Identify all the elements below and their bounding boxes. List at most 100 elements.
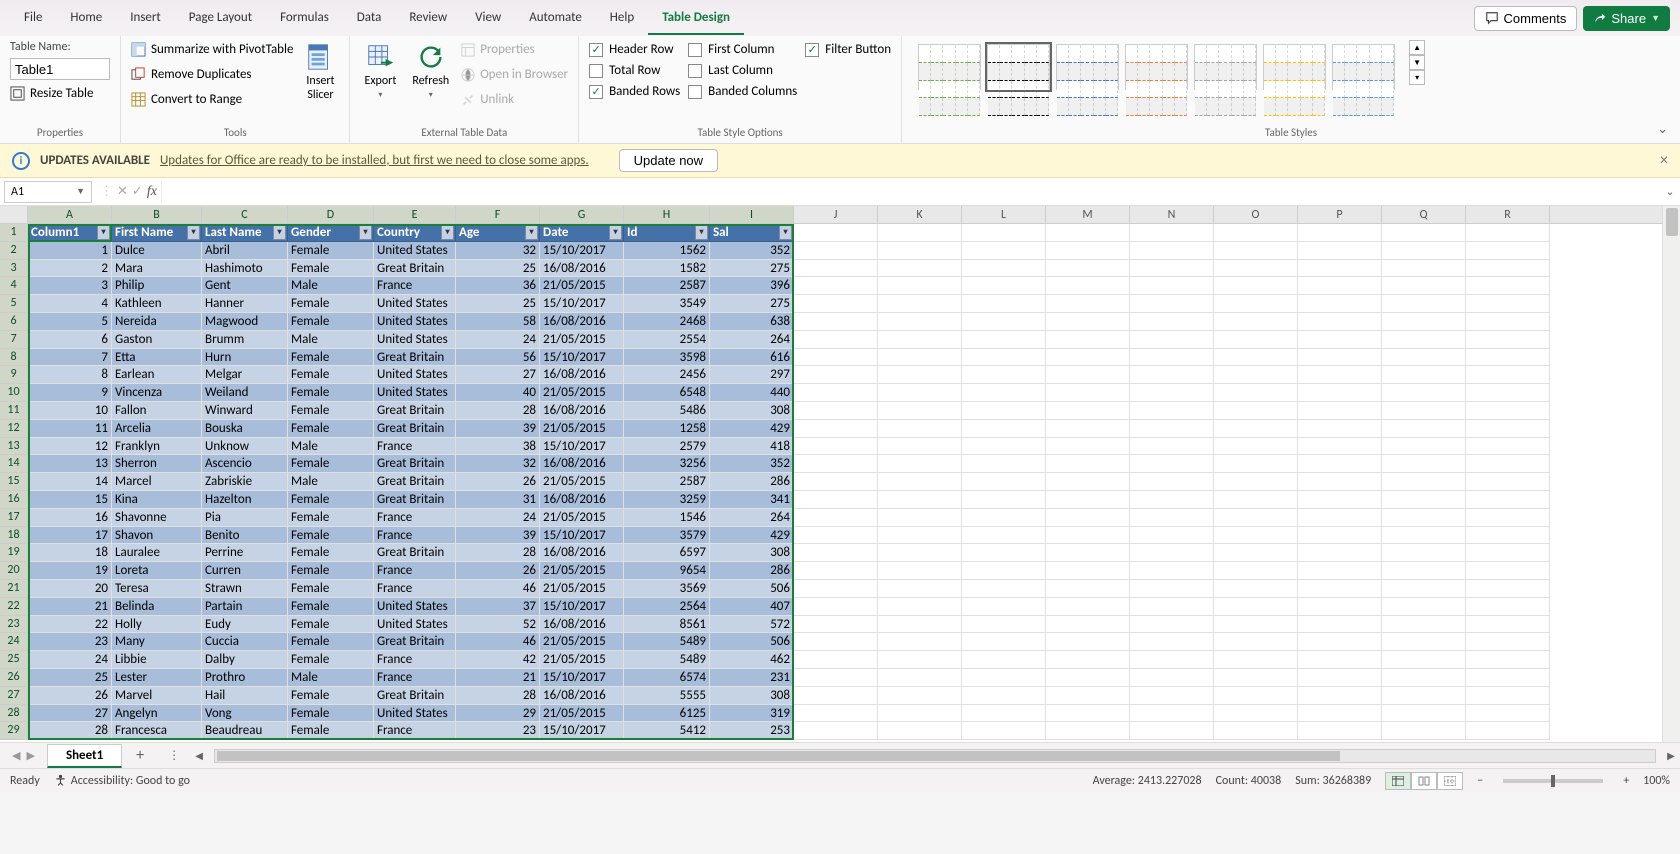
table-cell[interactable]: Female (288, 633, 374, 651)
view-page-break[interactable] (1437, 772, 1463, 790)
table-cell[interactable]: 429 (710, 527, 794, 545)
table-cell[interactable]: 25 (28, 669, 112, 687)
table-cell[interactable]: 24 (456, 331, 540, 349)
tab-formulas[interactable]: Formulas (266, 2, 343, 35)
table-cell[interactable]: Zabriskie (202, 473, 288, 491)
table-cell[interactable] (1046, 277, 1130, 295)
table-cell[interactable]: 16/08/2016 (540, 260, 624, 278)
table-cell[interactable] (1466, 527, 1550, 545)
table-header-cell[interactable]: Country▾ (374, 224, 456, 242)
table-cell[interactable] (962, 331, 1046, 349)
table-cell[interactable]: 3 (28, 277, 112, 295)
total-row-checkbox[interactable]: Total Row (589, 63, 680, 78)
table-cell[interactable] (962, 402, 1046, 420)
summarize-pivot-button[interactable]: Summarize with PivotTable (131, 40, 293, 59)
table-cell[interactable] (1466, 242, 1550, 260)
table-cell[interactable]: 21 (28, 598, 112, 616)
table-header-cell[interactable]: Column1▾ (28, 224, 112, 242)
row-header[interactable]: 7 (0, 331, 28, 349)
insert-slicer-button[interactable]: Insert Slicer (301, 40, 339, 104)
table-cell[interactable] (1214, 669, 1298, 687)
table-header-cell[interactable] (962, 224, 1046, 242)
table-cell[interactable] (1214, 616, 1298, 634)
table-cell[interactable] (1130, 455, 1214, 473)
table-cell[interactable]: Great Britain (374, 473, 456, 491)
table-cell[interactable] (1130, 527, 1214, 545)
table-style-thumb[interactable] (1056, 44, 1119, 90)
table-cell[interactable]: Marvel (112, 687, 202, 705)
table-cell[interactable] (1130, 242, 1214, 260)
table-cell[interactable] (962, 527, 1046, 545)
table-cell[interactable] (1046, 349, 1130, 367)
table-cell[interactable]: Fallon (112, 402, 202, 420)
table-cell[interactable] (1466, 420, 1550, 438)
table-header-cell[interactable]: Gender▾ (288, 224, 374, 242)
row-header[interactable]: 26 (0, 669, 28, 687)
table-header-cell[interactable] (1130, 224, 1214, 242)
last-col-checkbox[interactable]: Last Column (688, 63, 797, 78)
table-cell[interactable] (1466, 705, 1550, 723)
table-cell[interactable]: 1258 (624, 420, 710, 438)
update-now-button[interactable]: Update now (619, 149, 718, 172)
table-cell[interactable] (962, 598, 1046, 616)
table-cell[interactable] (1214, 349, 1298, 367)
table-cell[interactable]: 15/10/2017 (540, 438, 624, 456)
table-cell[interactable] (1466, 491, 1550, 509)
table-cell[interactable]: Female (288, 616, 374, 634)
row-header[interactable]: 20 (0, 562, 28, 580)
table-cell[interactable] (1466, 616, 1550, 634)
table-cell[interactable] (794, 242, 878, 260)
table-cell[interactable] (878, 687, 962, 705)
column-header[interactable]: B (112, 206, 202, 223)
table-cell[interactable] (878, 473, 962, 491)
table-cell[interactable]: Lester (112, 669, 202, 687)
chevron-down-icon[interactable]: ▼ (76, 186, 85, 197)
row-header[interactable]: 9 (0, 366, 28, 384)
table-cell[interactable]: France (374, 438, 456, 456)
table-cell[interactable] (794, 438, 878, 456)
table-cell[interactable]: Mara (112, 260, 202, 278)
table-cell[interactable]: Teresa (112, 580, 202, 598)
table-cell[interactable]: Female (288, 402, 374, 420)
column-header[interactable]: L (962, 206, 1046, 223)
table-cell[interactable]: 9654 (624, 562, 710, 580)
table-cell[interactable] (1130, 277, 1214, 295)
table-cell[interactable]: Great Britain (374, 633, 456, 651)
table-cell[interactable] (1046, 473, 1130, 491)
accept-formula-button[interactable]: ✓ (132, 184, 143, 199)
table-cell[interactable] (1298, 616, 1382, 634)
table-cell[interactable] (878, 527, 962, 545)
table-cell[interactable]: 21/05/2015 (540, 705, 624, 723)
table-style-thumb[interactable] (987, 44, 1050, 90)
table-cell[interactable] (878, 562, 962, 580)
table-cell[interactable] (878, 402, 962, 420)
table-cell[interactable]: Bouska (202, 420, 288, 438)
table-cell[interactable]: Loreta (112, 562, 202, 580)
share-button[interactable]: Share ▼ (1583, 6, 1670, 31)
sheet-prev[interactable]: ◀ (12, 749, 20, 762)
table-cell[interactable] (1214, 473, 1298, 491)
table-cell[interactable] (794, 722, 878, 740)
vertical-scrollbar-thumb[interactable] (1666, 208, 1678, 236)
table-cell[interactable]: France (374, 277, 456, 295)
table-cell[interactable] (1298, 491, 1382, 509)
table-cell[interactable] (1382, 562, 1466, 580)
table-cell[interactable] (1130, 349, 1214, 367)
table-cell[interactable]: 308 (710, 687, 794, 705)
table-cell[interactable] (1046, 651, 1130, 669)
vertical-scrollbar[interactable] (1662, 206, 1680, 742)
table-cell[interactable] (1382, 544, 1466, 562)
table-cell[interactable]: 462 (710, 651, 794, 669)
export-button[interactable]: Export ▾ (360, 40, 400, 102)
table-cell[interactable] (794, 633, 878, 651)
table-cell[interactable] (1130, 366, 1214, 384)
table-cell[interactable] (1466, 544, 1550, 562)
row-header[interactable]: 5 (0, 295, 28, 313)
table-cell[interactable]: 3598 (624, 349, 710, 367)
horizontal-scrollbar[interactable] (214, 749, 1656, 763)
table-cell[interactable]: Female (288, 491, 374, 509)
column-header[interactable]: P (1298, 206, 1382, 223)
table-cell[interactable]: 6574 (624, 669, 710, 687)
table-cell[interactable] (1298, 669, 1382, 687)
table-cell[interactable]: Male (288, 331, 374, 349)
